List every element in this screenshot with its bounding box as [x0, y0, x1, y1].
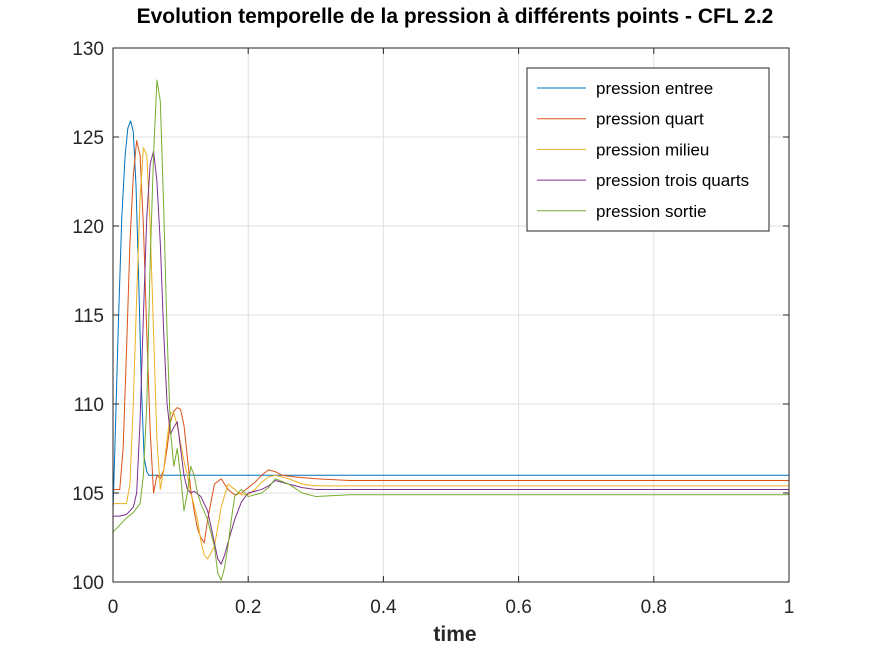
y-tick-label: 100	[72, 573, 104, 594]
y-tick-label: 110	[74, 395, 104, 416]
x-tick-label: 0	[108, 597, 119, 618]
x-tick-label: 0.2	[235, 597, 261, 618]
legend-label: pression entree	[596, 79, 713, 98]
y-tick-label: 120	[72, 217, 104, 238]
y-tick-label: 130	[72, 39, 104, 60]
legend: pression entree pression quart pression mi…	[526, 67, 770, 232]
x-tick-label: 1	[784, 597, 795, 618]
chart-title: Evolution temporelle de la pression à di…	[137, 5, 774, 28]
y-tick-label: 115	[74, 306, 104, 327]
x-tick-label: 0.6	[505, 597, 531, 618]
legend-label: pression sortie	[596, 202, 707, 221]
x-tick-label: 0.4	[370, 597, 397, 618]
series-line-3	[113, 147, 789, 560]
x-tick-label: 0.8	[641, 597, 667, 618]
y-tick-label: 105	[72, 484, 104, 505]
y-tick-label: 125	[72, 128, 104, 149]
series-line-4	[113, 150, 789, 565]
series-line-5	[112, 79, 789, 581]
legend-label: pression quart	[596, 110, 704, 129]
legend-label: pression milieu	[596, 140, 709, 159]
axis-ticks: 0 0.2 0.4 0.6 0.8 1 100 105 110 115 120 125 130	[72, 39, 794, 618]
series-lines	[112, 79, 789, 581]
x-axis-label: time	[433, 623, 476, 646]
legend-label: pression trois quarts	[596, 171, 749, 190]
